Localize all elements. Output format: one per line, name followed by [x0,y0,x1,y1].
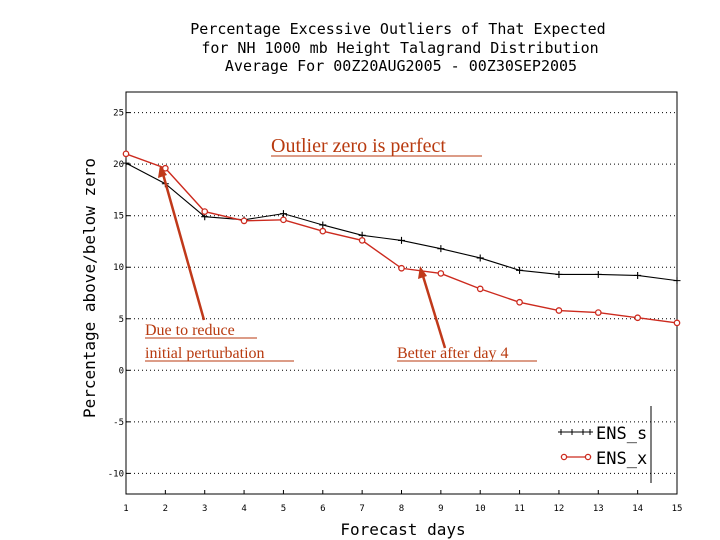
point-ens-s [122,159,130,167]
point-ens-s [279,210,287,218]
y-axis-ticks: -10 -5 0 5 10 15 20 25 [108,109,130,479]
point-ens-x [516,298,523,306]
annotation-initial-perturbation-line1: Due to reduce [145,322,235,339]
y-tick-label: 0 [119,366,124,376]
y-tick-label: -5 [113,418,124,428]
point-ens-x [162,164,169,172]
chart-title: Percentage Excessive Outliers of That Ex… [190,20,605,75]
annotation-initial-perturbation-line2: initial perturbation [145,345,265,362]
point-ens-x [122,150,130,158]
x-tick-label: 7 [359,504,364,514]
x-tick-label: 5 [281,504,286,514]
title-line-3: Average For 00Z20AUG2005 - 00Z30SEP2005 [225,57,577,75]
point-ens-x [319,227,327,235]
point-ens-s [594,270,602,278]
legend-marker-ens-s [587,429,593,435]
legend-markers-ens-s [558,429,593,435]
point-ens-x [555,307,563,314]
legend-marker-ens-x-1 [560,453,568,461]
y-tick-label: 5 [119,315,124,325]
legend-marker-ens-s [558,429,564,435]
annotation-outlier-zero: Outlier zero is perfect [271,135,446,157]
y-tick-label: 25 [113,109,124,119]
y-axis-label: Percentage above/below zero [80,158,99,418]
series-line-ens-s [125,162,678,282]
point-ens-s [634,271,642,279]
y-tick-label: 20 [113,160,124,170]
x-tick-label: 12 [554,504,565,514]
annotation-arrow-better [421,275,447,349]
legend-label-ens-s: ENS_s [596,424,647,444]
title-line-1: Percentage Excessive Outliers of That Ex… [190,20,605,38]
point-ens-s [319,221,327,229]
x-tick-label: 1 [123,504,128,514]
legend-entry-ens-s: ENS_s [558,424,647,444]
y-tick-label: -10 [108,469,124,479]
point-ens-x [634,314,641,322]
x-axis-ticks: 1 2 3 4 5 6 7 8 9 10 11 12 13 14 15 [123,490,682,514]
point-ens-s [516,266,524,274]
x-tick-label: 10 [475,504,486,514]
gridlines [126,112,677,474]
x-tick-label: 2 [163,504,168,514]
point-ens-s [555,270,563,278]
point-ens-x [476,285,484,293]
point-ens-s [673,277,681,285]
x-tick-label: 9 [438,504,443,514]
x-tick-label: 8 [399,504,404,514]
point-ens-x [673,319,681,327]
x-tick-label: 14 [632,504,643,514]
x-tick-label: 4 [241,504,246,514]
point-ens-s [398,236,405,244]
point-ens-x [201,208,209,215]
annotation-arrowhead-better [418,266,427,279]
point-ens-x [398,264,405,272]
annotation-better-after-day4: Better after day 4 [397,345,509,362]
x-tick-label: 11 [514,504,525,514]
x-tick-label: 3 [202,504,207,514]
legend: ENS_s ENS_x [558,406,652,483]
y-tick-label: 10 [113,263,124,273]
title-line-2: for NH 1000 mb Height Talagrand Distribu… [201,39,598,57]
legend-marker-ens-s [580,429,586,435]
point-ens-x [240,217,248,225]
legend-entry-ens-x: ENS_x [560,449,647,469]
annotation-arrowhead-perturbation [158,165,167,178]
x-tick-label: 6 [320,504,325,514]
y-tick-label: 15 [113,212,124,222]
point-ens-x [280,216,287,224]
legend-label-ens-x: ENS_x [596,449,647,469]
point-ens-x [594,309,602,316]
annotation-arrow-perturbation [161,173,206,321]
point-ens-s [437,245,445,253]
legend-marker-ens-s [569,429,575,435]
legend-marker-ens-x-2 [584,453,592,461]
x-tick-label: 15 [672,504,683,514]
point-ens-x [437,270,445,277]
point-ens-s [476,254,484,262]
annotations: Outlier zero is perfect Due to reduce in… [145,135,537,362]
data-series [122,150,681,327]
point-ens-x [358,237,366,244]
x-tick-label: 13 [593,504,604,514]
x-axis-label: Forecast days [340,520,465,539]
